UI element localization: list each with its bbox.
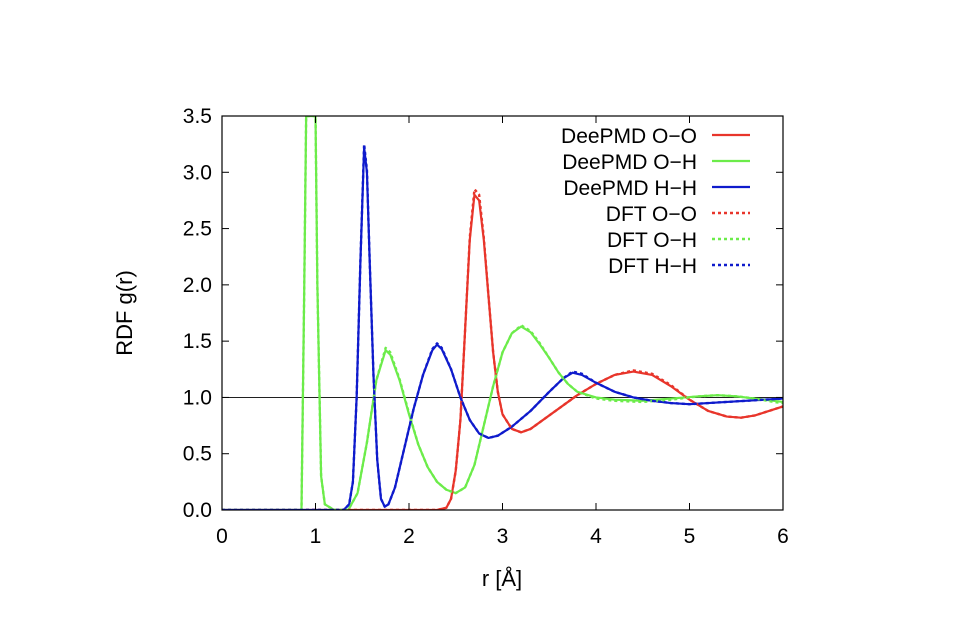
y-tick-label: 0.5 <box>183 443 212 466</box>
series-line-2 <box>222 146 783 510</box>
y-tick-label: 1.5 <box>183 330 212 353</box>
legend-label: DeePMD H−H <box>563 177 697 200</box>
legend-label: DFT O−O <box>606 203 697 226</box>
series-line-4 <box>222 116 783 510</box>
y-axis-label: RDF g(r) <box>112 270 137 356</box>
y-tick-label: 0.0 <box>183 499 212 522</box>
legend-label: DFT H−H <box>608 255 697 278</box>
x-tick-label: 1 <box>310 525 322 548</box>
x-tick-label: 5 <box>684 525 696 548</box>
y-tick-label: 3.5 <box>183 105 212 128</box>
legend-label: DeePMD O−O <box>561 125 697 148</box>
series-line-3 <box>222 187 783 510</box>
x-axis-label: r [Å] <box>482 566 522 591</box>
tick-layer: 0 1 2 3 4 5 6 0.0 0.5 1.0 1.5 2.0 2.5 3.0 3.5 <box>183 105 789 548</box>
legend: DeePMD O−O DeePMD O−H DeePMD H−H DFT O−O DFT… <box>561 125 750 278</box>
y-tick-label: 2.5 <box>183 218 212 241</box>
y-tick-label: 3.0 <box>183 161 212 184</box>
x-tick-label: 6 <box>777 525 789 548</box>
series-layer <box>222 116 783 510</box>
legend-label: DFT O−H <box>607 229 697 252</box>
x-tick-label: 2 <box>403 525 415 548</box>
y-tick-label: 1.0 <box>183 386 212 409</box>
x-tick-label: 4 <box>590 525 602 548</box>
legend-label: DeePMD O−H <box>562 151 697 174</box>
y-tick-label: 2.0 <box>183 274 212 297</box>
x-tick-label: 3 <box>497 525 509 548</box>
x-tick-label: 0 <box>216 525 228 548</box>
